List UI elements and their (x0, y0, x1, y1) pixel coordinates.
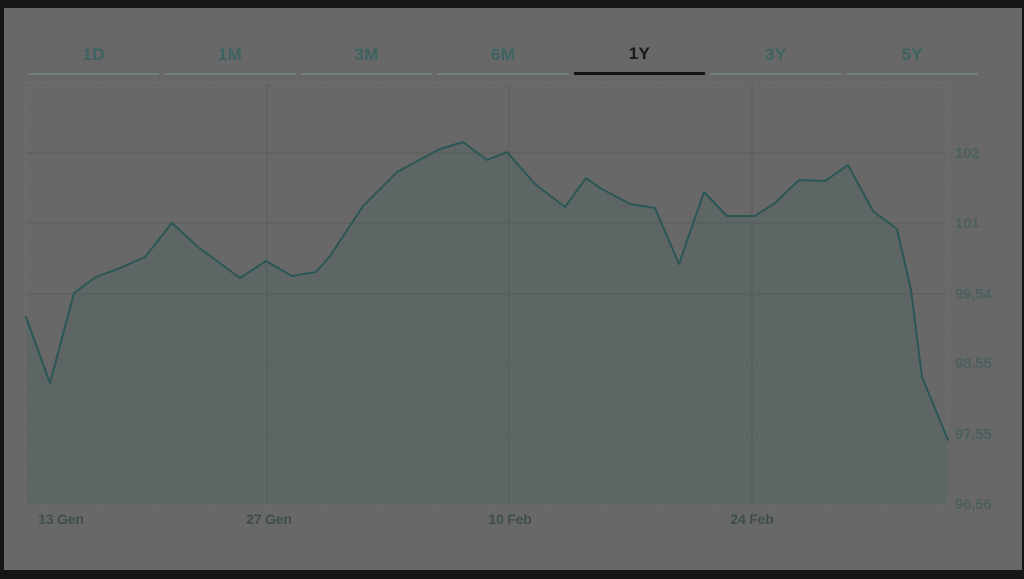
tab-6m[interactable]: 6M (437, 34, 569, 75)
gridlines (25, 82, 948, 505)
tab-1y[interactable]: 1Y (573, 34, 706, 75)
tab-1d[interactable]: 1D (28, 34, 160, 75)
chart-plot-area[interactable] (26, 83, 947, 504)
price-area-fill (26, 142, 948, 504)
time-range-tabs: 1D 1M 3M 6M 1Y 3Y 5Y (28, 34, 978, 75)
area-series (25, 141, 949, 504)
x-axis-labels: 13 Gen 27 Gen 10 Feb 24 Feb (38, 511, 774, 527)
tab-1m-label: 1M (218, 45, 243, 64)
tab-underline (437, 73, 569, 75)
tab-underline (573, 72, 706, 75)
tab-3y-label: 3Y (765, 45, 787, 64)
tab-6m-label: 6M (490, 45, 516, 64)
y-axis-labels: 102 101 99,54 98,55 97,55 96,56 (955, 145, 993, 513)
y-axis-tick-label: 96,56 (955, 496, 992, 513)
tab-1y-label: 1Y (628, 44, 651, 63)
y-axis-tick-label: 101 (955, 215, 979, 232)
y-axis-tick-label: 97,55 (955, 426, 992, 443)
tab-3m[interactable]: 3M (300, 34, 433, 75)
tab-1d-label: 1D (82, 45, 105, 64)
x-axis-tick-label: 24 Feb (730, 511, 773, 527)
y-axis-tick-label: 99,54 (955, 286, 992, 303)
x-axis-tick-label: 10 Feb (488, 511, 531, 527)
chart-card (4, 8, 1022, 570)
tab-underline (710, 73, 842, 75)
x-axis-tick-label: 27 Gen (246, 511, 292, 527)
tab-underline (28, 73, 160, 75)
tab-5y-label: 5Y (901, 45, 923, 64)
tab-3y[interactable]: 3Y (710, 34, 842, 75)
tab-underline (846, 73, 978, 75)
y-axis-tick-label: 102 (955, 145, 979, 162)
tab-underline (300, 73, 433, 75)
tab-5y[interactable]: 5Y (846, 34, 978, 75)
price-line (25, 141, 949, 441)
tab-3m-label: 3M (354, 45, 379, 64)
tab-underline (164, 73, 296, 75)
x-axis-tick-label: 13 Gen (38, 511, 84, 527)
tab-1m[interactable]: 1M (164, 34, 296, 75)
y-axis-tick-label: 98,55 (955, 355, 992, 372)
